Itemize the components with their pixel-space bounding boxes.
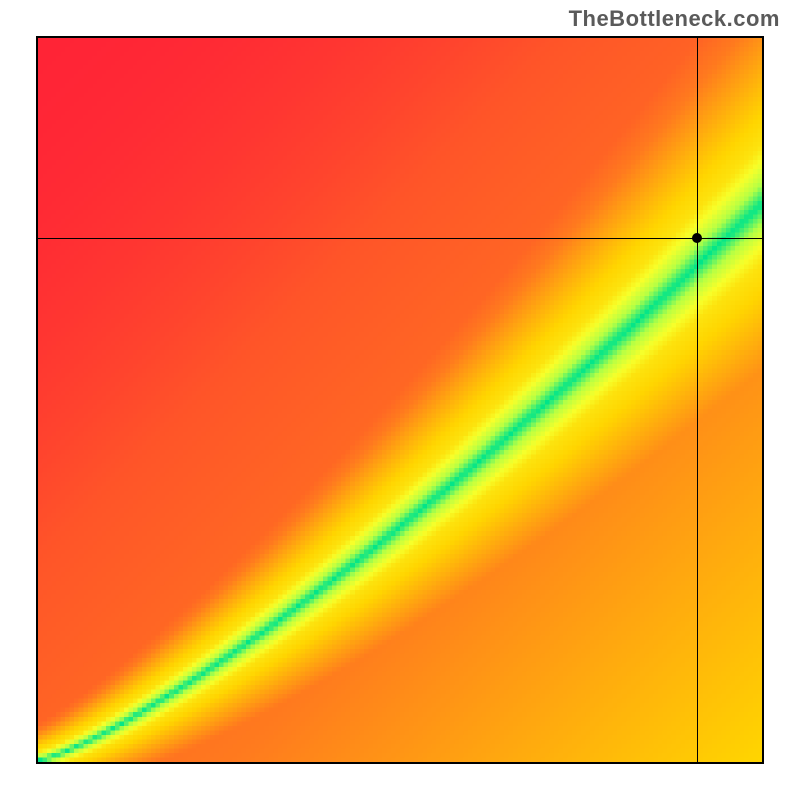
- crosshair-vertical: [697, 38, 698, 762]
- crosshair-horizontal: [38, 238, 762, 239]
- heatmap-canvas: [38, 38, 762, 762]
- crosshair-marker: [692, 233, 702, 243]
- heatmap-plot: [36, 36, 764, 764]
- watermark-text: TheBottleneck.com: [569, 6, 780, 32]
